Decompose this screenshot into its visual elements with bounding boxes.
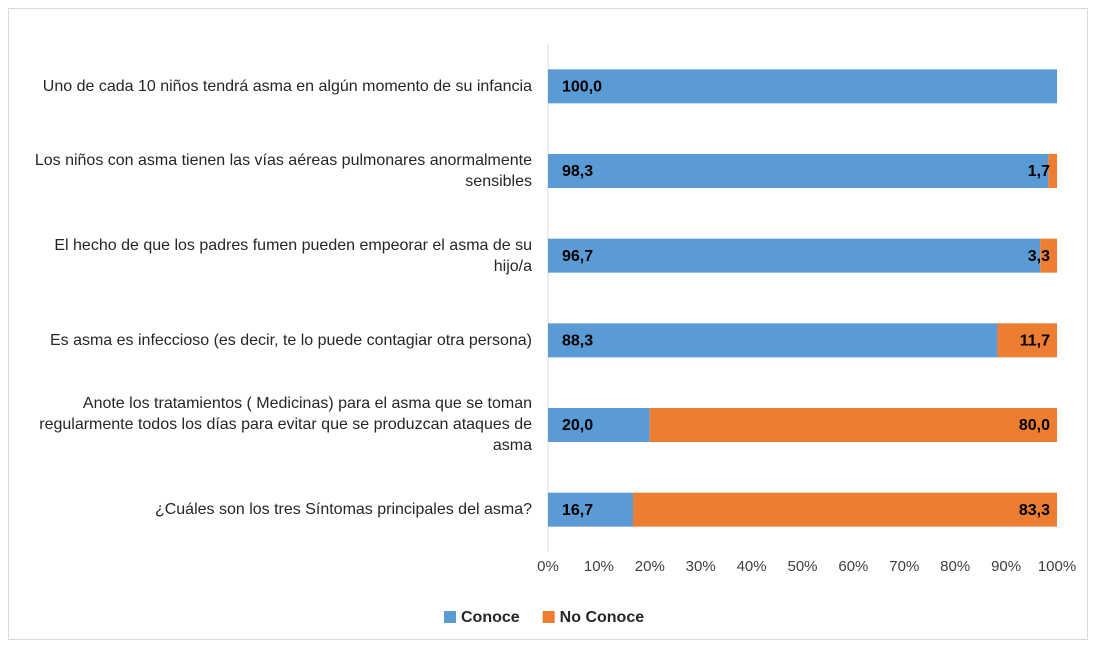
bar-segment (649, 408, 1057, 442)
category-label: ¿Cuáles son los tres Síntomas principale… (154, 501, 532, 519)
data-label: 96,7 (562, 248, 593, 265)
category-label: Anote los tratamientos ( Medicinas) para… (39, 395, 532, 455)
legend-label: Conoce (461, 609, 520, 626)
bar-segment (633, 492, 1057, 527)
data-label: 3,3 (1028, 248, 1050, 265)
x-tick-label: 70% (889, 558, 919, 575)
data-label: 11,7 (1020, 333, 1050, 350)
bar-segment (548, 492, 634, 527)
bar-segment (997, 323, 1057, 358)
bar-segment (548, 69, 1057, 104)
legend-swatch (444, 611, 456, 623)
bar-segment (548, 154, 1049, 188)
data-label: 83,3 (1019, 502, 1050, 519)
x-tick-label: 30% (686, 558, 716, 575)
x-tick-label: 80% (940, 558, 970, 575)
x-tick-label: 0% (537, 558, 559, 575)
data-label: 16,7 (562, 502, 593, 519)
bar-segment (548, 408, 650, 442)
x-tick-label: 90% (991, 558, 1021, 575)
x-tick-label: 60% (838, 558, 868, 575)
x-tick-label: 40% (737, 558, 767, 575)
x-tick-label: 10% (584, 558, 614, 575)
x-tick-label: 50% (787, 558, 817, 575)
data-label: 20,0 (562, 417, 593, 434)
bar-segment (1040, 238, 1057, 273)
category-label: Es asma es infeccioso (es decir, te lo p… (49, 331, 532, 349)
data-label: 98,3 (562, 163, 593, 180)
category-label: Los niños con asma tienen las vías aérea… (34, 151, 532, 190)
data-label: 1,7 (1028, 163, 1050, 180)
data-label: 80,0 (1019, 417, 1050, 434)
x-tick-label: 100% (1038, 558, 1076, 575)
legend-label: No Conoce (560, 609, 645, 626)
category-label: El hecho de que los padres fumen pueden … (54, 236, 532, 275)
data-label: 88,3 (562, 333, 593, 350)
category-label: Uno de cada 10 niños tendrá asma en algú… (42, 77, 532, 95)
data-label: 100,0 (562, 79, 602, 96)
bar-segment (1048, 154, 1057, 188)
x-tick-label: 20% (635, 558, 665, 575)
bar-segment (548, 238, 1041, 273)
bar-segment (548, 323, 998, 358)
legend-swatch (542, 611, 555, 623)
